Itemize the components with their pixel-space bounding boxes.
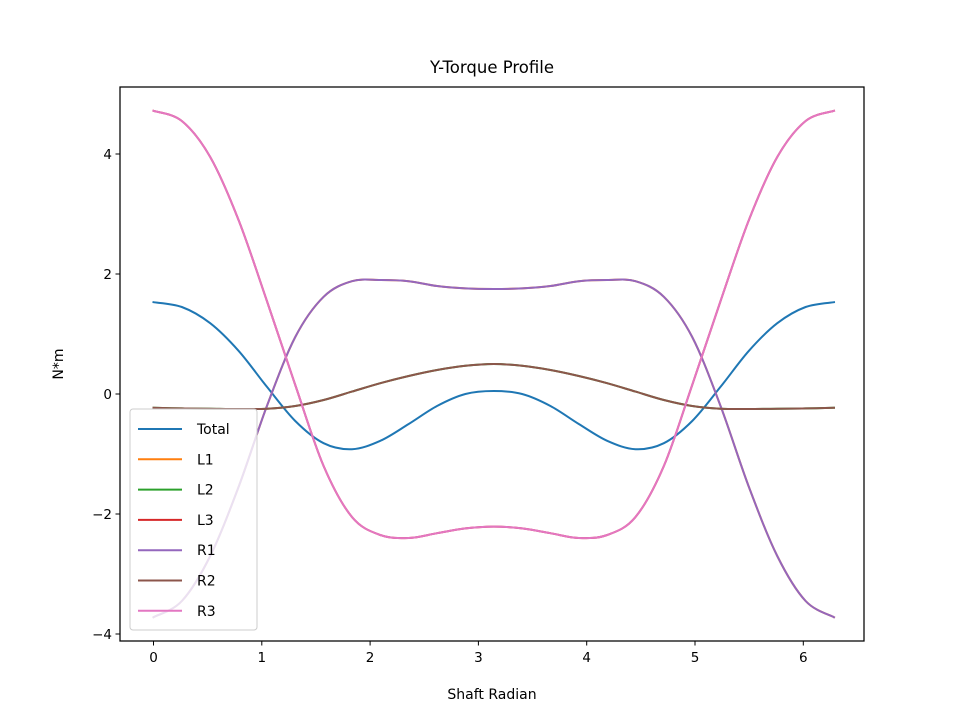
series-line-r3 <box>152 109 836 540</box>
x-tick-label: 0 <box>149 650 158 666</box>
legend-label-r1: R1 <box>197 543 216 559</box>
legend-label-total: Total <box>196 422 230 438</box>
chart-title: Y-Torque Profile <box>429 58 554 77</box>
y-axis-label: N*m <box>51 348 67 379</box>
legend: Total L1 L2 L3 R1 R2 R3 <box>129 408 258 631</box>
x-tick-label: 2 <box>366 650 375 666</box>
series-line-r2 <box>152 363 835 411</box>
series-line-r1 <box>152 278 836 619</box>
y-tick-label: −4 <box>92 627 112 643</box>
x-tick-label: 4 <box>582 650 591 666</box>
x-axis-ticks: 0 1 2 3 4 5 6 <box>149 641 808 666</box>
y-tick-label: −2 <box>92 507 112 523</box>
legend-label-r3: R3 <box>197 604 216 620</box>
legend-label-r2: R2 <box>197 574 216 590</box>
y-tick-label: 2 <box>103 267 112 283</box>
series-line-total <box>152 301 836 451</box>
axes-frame <box>119 86 865 642</box>
y-tick-label: 4 <box>103 147 112 163</box>
x-axis-label: Shaft Radian <box>447 687 536 703</box>
y-tick-label: 0 <box>103 387 112 403</box>
legend-label-l3: L3 <box>197 513 214 529</box>
legend-box <box>129 408 258 631</box>
x-tick-label: 6 <box>799 650 808 666</box>
x-tick-label: 3 <box>474 650 483 666</box>
legend-label-l2: L2 <box>197 483 214 499</box>
x-tick-label: 1 <box>258 650 267 666</box>
plot-lines <box>152 109 836 619</box>
legend-label-l1: L1 <box>197 452 214 468</box>
x-tick-label: 5 <box>691 650 700 666</box>
y-axis-ticks: −4 −2 0 2 4 <box>92 147 120 643</box>
